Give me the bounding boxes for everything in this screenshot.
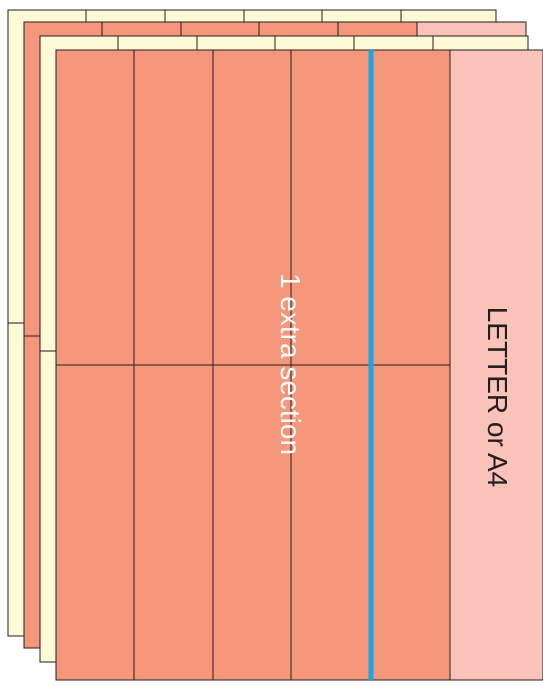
front-sheet	[55, 49, 543, 681]
extra-section-label: 1 extra section	[275, 272, 306, 456]
paper-size-label: LETTER or A4	[482, 306, 513, 488]
paper-margin-area	[449, 49, 543, 681]
